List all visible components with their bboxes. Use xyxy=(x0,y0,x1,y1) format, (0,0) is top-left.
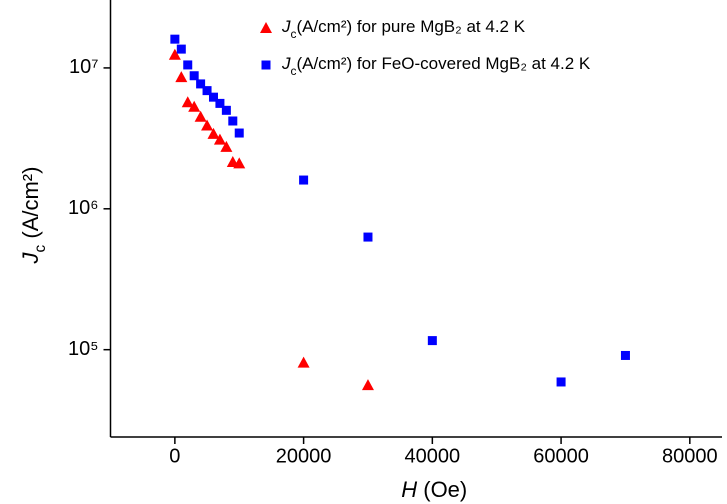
point xyxy=(201,119,214,131)
x-tick-label: 20000 xyxy=(276,445,332,467)
point xyxy=(188,100,201,112)
point xyxy=(221,105,231,115)
point xyxy=(194,110,207,122)
point xyxy=(220,140,233,152)
point xyxy=(299,175,309,185)
point xyxy=(189,71,199,81)
point xyxy=(183,60,193,70)
x-axis-label: H (Oe) xyxy=(401,477,467,502)
x-tick-label: 0 xyxy=(169,445,180,467)
point xyxy=(361,379,374,391)
legend-marker xyxy=(261,60,271,70)
point xyxy=(427,336,437,346)
point xyxy=(202,86,212,96)
point xyxy=(213,133,226,145)
point xyxy=(168,48,181,60)
point xyxy=(181,96,194,108)
point xyxy=(620,350,630,360)
point xyxy=(215,98,225,108)
point xyxy=(170,34,180,44)
y-tick-label: 10⁷ xyxy=(69,56,98,78)
point xyxy=(196,79,206,89)
x-tick-label: 80000 xyxy=(662,445,718,467)
legend-label: Jc(A/cm²) for FeO-covered MgB₂ at 4.2 K xyxy=(281,54,591,78)
point xyxy=(207,127,220,139)
x-tick-label: 40000 xyxy=(405,445,461,467)
point xyxy=(228,116,238,126)
x-tick-label: 60000 xyxy=(533,445,589,467)
point xyxy=(233,157,246,169)
point xyxy=(175,71,188,83)
point xyxy=(176,44,186,54)
y-tick-label: 10⁶ xyxy=(68,197,98,219)
legend-marker xyxy=(260,22,272,33)
y-tick-label: 10⁵ xyxy=(68,338,99,360)
point xyxy=(208,92,218,102)
point xyxy=(363,232,373,242)
point xyxy=(234,128,244,138)
point xyxy=(556,377,566,387)
y-axis-label: Jc (A/cm²) xyxy=(18,167,49,265)
point xyxy=(297,356,310,368)
legend-label: Jc(A/cm²) for pure MgB₂ at 4.2 K xyxy=(281,17,526,41)
